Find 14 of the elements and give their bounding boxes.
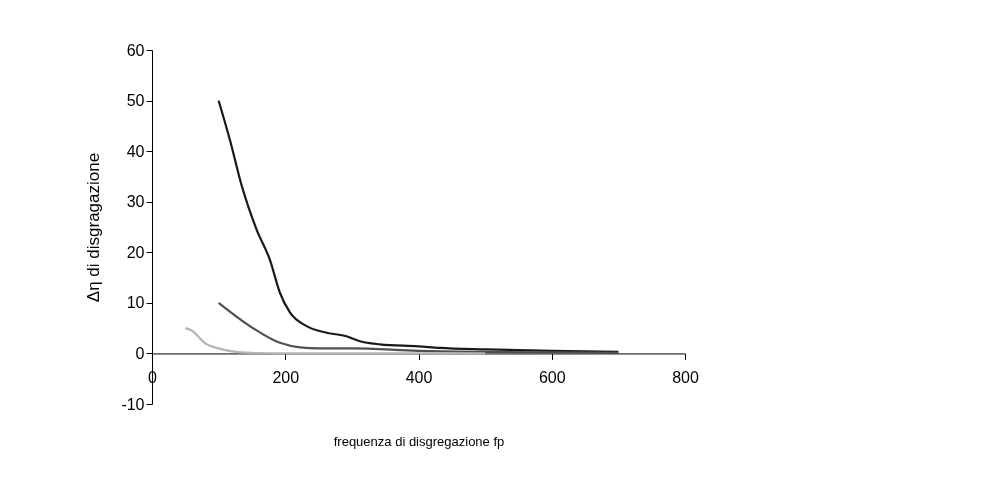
y-tick-label: 60 (126, 41, 145, 59)
x-tick-label: 200 (272, 368, 300, 386)
x-tick-label: 600 (538, 368, 566, 386)
y-tick-label: 10 (126, 294, 145, 312)
x-tick-label: 400 (405, 368, 433, 386)
y-tick-label: 30 (126, 193, 145, 211)
x-axis-title: frequenza di disgregazione fp (333, 433, 505, 449)
y-tick-label: 0 (135, 344, 145, 362)
y-tick-label: 40 (126, 142, 145, 160)
y-tick-label: 50 (126, 92, 145, 110)
y-tick-label: -10 (121, 395, 145, 413)
y-axis-title: Δη di disgragazione (84, 152, 104, 303)
x-tick-label: 800 (672, 368, 699, 386)
y-tick-label: 20 (126, 243, 145, 261)
